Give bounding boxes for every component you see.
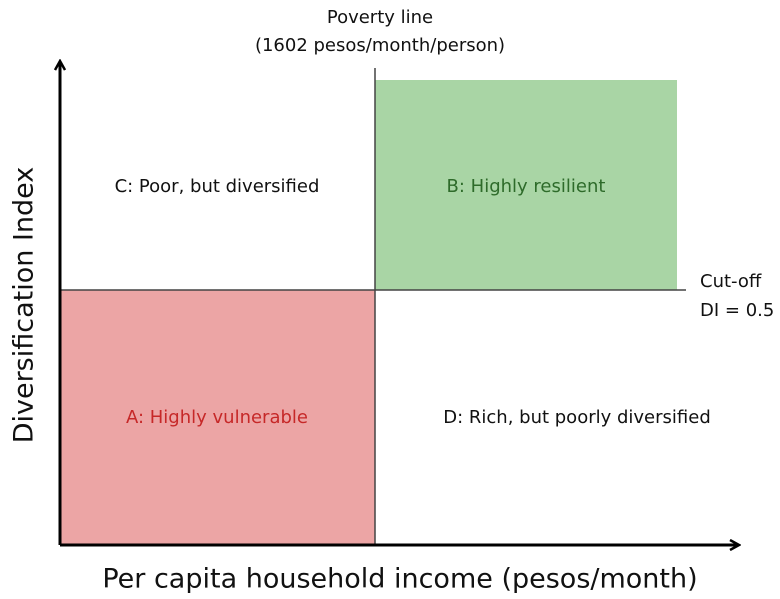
quadrant-label: D: Rich, but poorly diversified [443, 407, 711, 428]
poverty-line-label: (1602 pesos/month/person) [255, 35, 505, 56]
quadrant-b-box [375, 80, 677, 290]
cutoff-label: Cut-off [700, 271, 762, 292]
poverty-line-label: Poverty line [327, 7, 433, 28]
quadrant-label: A: Highly vulnerable [126, 407, 308, 428]
cutoff-label: DI = 0.5 [700, 300, 774, 321]
quadrant-label: C: Poor, but diversified [115, 176, 320, 197]
x-axis-title: Per capita household income (pesos/month… [102, 564, 697, 595]
y-axis-title: Diversification Index [9, 167, 40, 444]
quadrant-label: B: Highly resilient [447, 176, 606, 197]
quadrant-a-box [60, 290, 375, 545]
